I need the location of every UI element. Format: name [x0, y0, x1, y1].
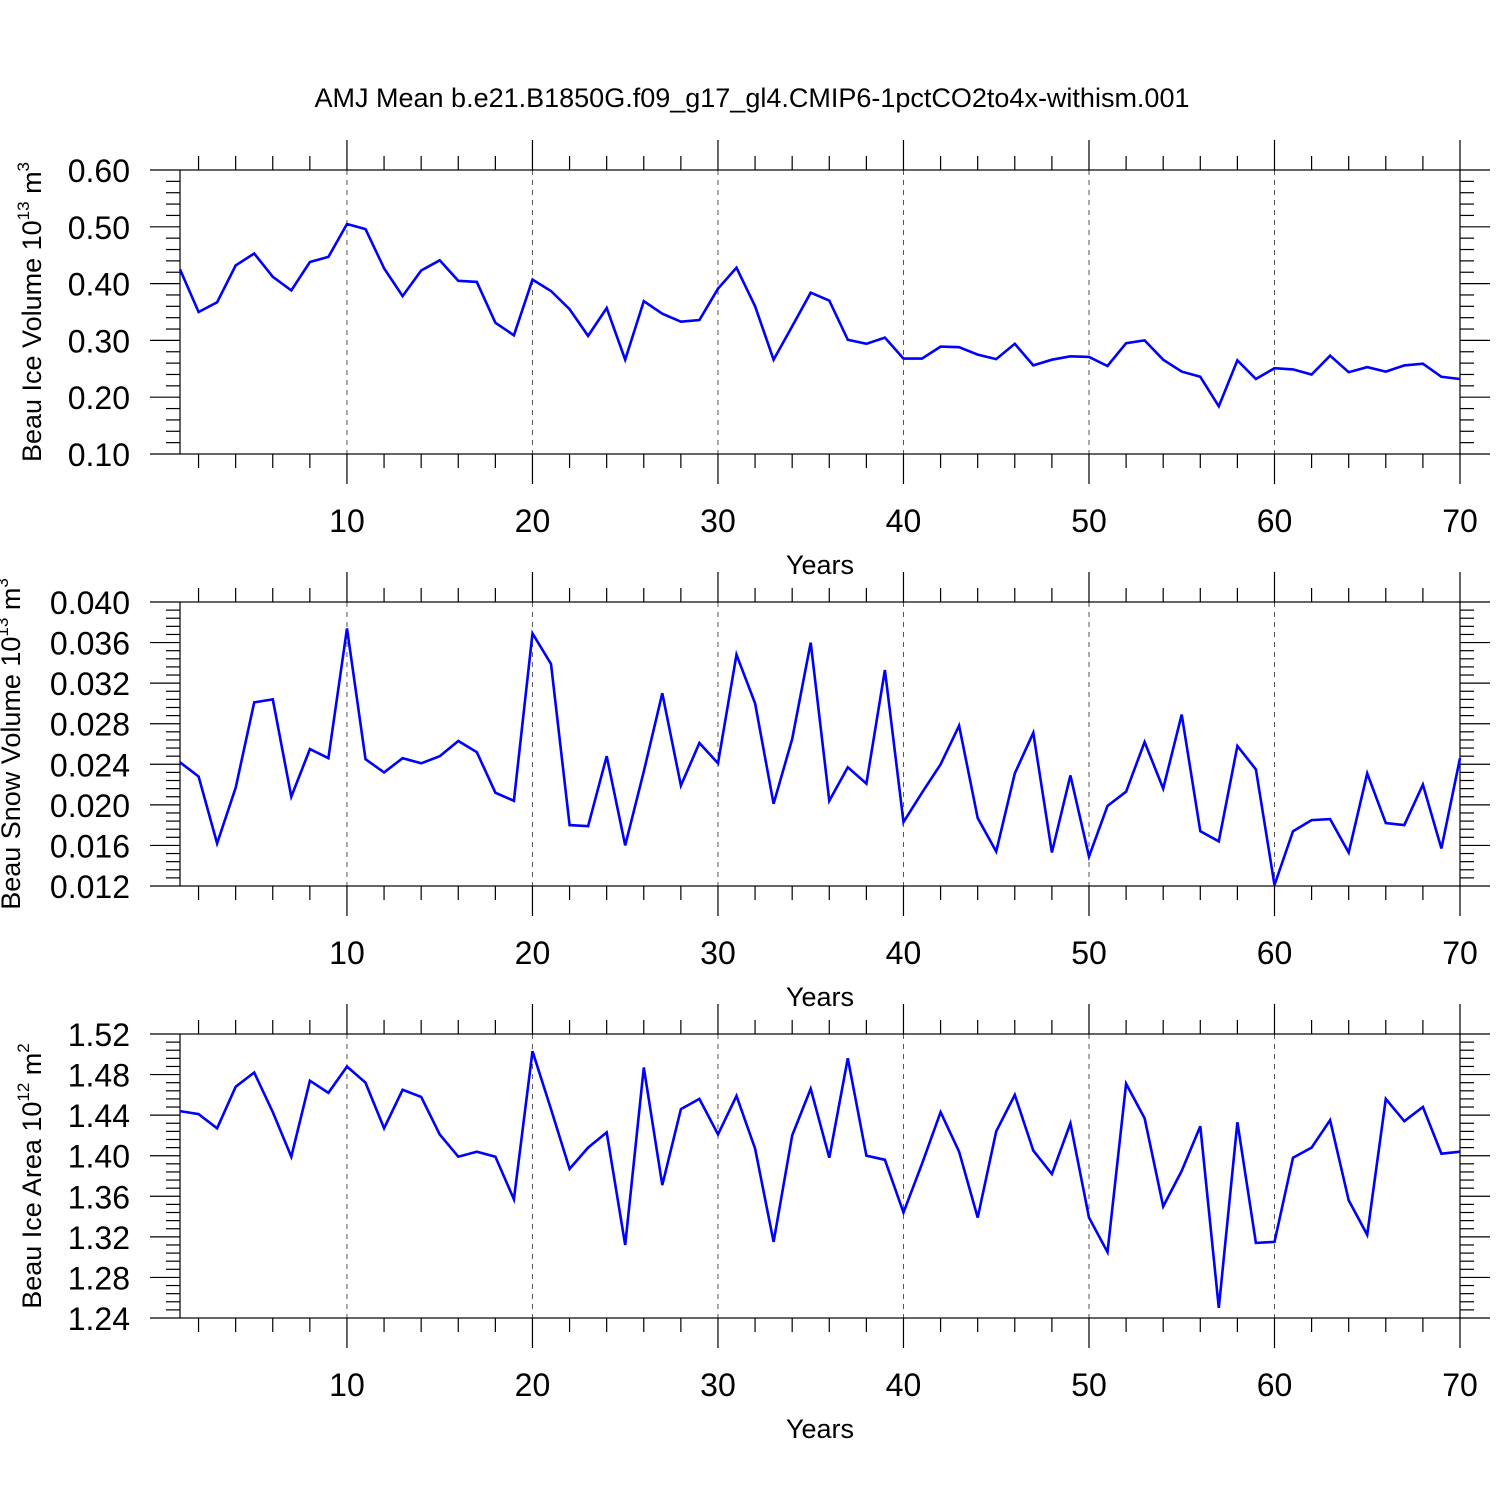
y-axis-label-exponent: 13 — [0, 618, 12, 637]
y-tick-label-2: 0.020 — [50, 788, 130, 824]
y-axis-label-unit: m — [17, 171, 47, 201]
x-axis-label: Years — [786, 1414, 854, 1444]
x-tick-label-30: 30 — [700, 935, 736, 971]
x-tick-label-20: 20 — [515, 1367, 551, 1403]
x-tick-label-40: 40 — [886, 935, 922, 971]
y-axis-label-unit-exponent: 2 — [14, 1043, 33, 1052]
chart-panel-1: 10 20 30 40 50 60 70 0.10 0.20 0.30 0.40 0.50 0.60 Ye… — [14, 140, 1490, 580]
y-tick-label-2: 1.32 — [68, 1220, 130, 1256]
figure-title: AMJ Mean b.e21.B1850G.f09_g17_gl4.CMIP6-… — [315, 83, 1190, 113]
series-line-1 — [178, 222, 1461, 410]
y-tick-label-0: 0.012 — [50, 869, 130, 905]
y-tick-label-5: 1.44 — [68, 1098, 130, 1134]
x-tick-label-50: 50 — [1071, 1367, 1107, 1403]
y-tick-label-7: 0.040 — [50, 585, 130, 621]
plot-frame — [179, 1033, 1461, 1319]
y-tick-label-4: 0.50 — [68, 210, 130, 246]
x-tick-label-60: 60 — [1257, 1367, 1293, 1403]
x-tick-label-20: 20 — [515, 503, 551, 539]
y-axis-label-unit: m — [0, 588, 26, 618]
y-tick-label-5: 0.032 — [50, 666, 130, 702]
x-tick-label-60: 60 — [1257, 935, 1293, 971]
y-tick-label-0: 0.10 — [68, 437, 130, 473]
x-tick-label-10: 10 — [329, 503, 365, 539]
x-tick-label-40: 40 — [886, 503, 922, 539]
y-axis-label-exponent: 12 — [14, 1083, 33, 1102]
x-tick-label-70: 70 — [1442, 1367, 1478, 1403]
y-tick-label-3: 0.40 — [68, 267, 130, 303]
x-tick-label-70: 70 — [1442, 935, 1478, 971]
plot-frame — [179, 601, 1461, 887]
x-tick-label-10: 10 — [329, 1367, 365, 1403]
y-tick-label-0: 1.24 — [68, 1301, 130, 1337]
x-tick-label-10: 10 — [329, 935, 365, 971]
y-axis-label-text: Beau Ice Area 10 — [17, 1102, 47, 1309]
y-axis-label: Beau Ice Volume 1013 m3 — [14, 162, 47, 462]
y-axis-label: Beau Snow Volume 1013 m3 — [0, 578, 26, 910]
y-tick-label-6: 1.48 — [68, 1058, 130, 1094]
y-tick-label-1: 0.20 — [68, 380, 130, 416]
plot-frame — [179, 169, 1461, 455]
x-tick-label-20: 20 — [515, 935, 551, 971]
series-line-1 — [179, 628, 1462, 886]
y-axis-label-text: Beau Ice Volume 10 — [17, 220, 47, 462]
x-tick-label-30: 30 — [700, 503, 736, 539]
y-axis-label-unit-exponent: 3 — [14, 162, 33, 171]
x-tick-label-50: 50 — [1071, 935, 1107, 971]
y-tick-label-6: 0.036 — [50, 626, 130, 662]
y-tick-label-1: 0.016 — [50, 828, 130, 864]
x-tick-label-50: 50 — [1071, 503, 1107, 539]
x-axis-label: Years — [786, 982, 854, 1012]
chart-panel-3: 10 20 30 40 50 60 70 1.24 1.28 1.32 1.36 1.40 1.44 1.… — [14, 1004, 1490, 1444]
y-axis-label: Beau Ice Area 1012 m2 — [14, 1043, 47, 1309]
chart-panel-2: 10 20 30 40 50 60 70 0.012 0.016 0.020 0.024 0.028 0… — [0, 572, 1490, 1012]
y-tick-label-4: 0.028 — [50, 707, 130, 743]
y-axis-label-exponent: 13 — [14, 201, 33, 220]
y-tick-label-4: 1.40 — [68, 1139, 130, 1175]
x-tick-label-30: 30 — [700, 1367, 736, 1403]
y-axis-label-unit: m — [17, 1053, 47, 1083]
y-tick-label-1: 1.28 — [68, 1260, 130, 1296]
y-tick-label-2: 0.30 — [68, 323, 130, 359]
y-tick-label-5: 0.60 — [68, 153, 130, 189]
y-tick-label-3: 1.36 — [68, 1179, 130, 1215]
y-tick-label-3: 0.024 — [50, 747, 130, 783]
panels: 10 20 30 40 50 60 70 0.10 0.20 0.30 0.40 0.50 0.60 Ye… — [0, 140, 1490, 1444]
x-tick-label-70: 70 — [1442, 503, 1478, 539]
x-axis-label: Years — [786, 550, 854, 580]
x-tick-label-60: 60 — [1257, 503, 1293, 539]
y-axis-label-text: Beau Snow Volume 10 — [0, 637, 26, 910]
y-axis-label-unit-exponent: 3 — [0, 578, 12, 587]
series-line-1 — [179, 1050, 1461, 1309]
x-tick-label-40: 40 — [886, 1367, 922, 1403]
y-tick-label-7: 1.52 — [68, 1017, 130, 1053]
